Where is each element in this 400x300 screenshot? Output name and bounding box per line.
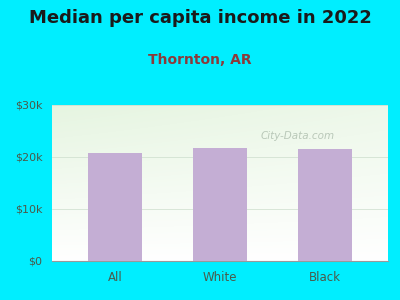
Text: City-Data.com: City-Data.com (260, 131, 334, 141)
Bar (298, 149, 352, 261)
Bar (88, 153, 142, 261)
Text: Thornton, AR: Thornton, AR (148, 52, 252, 67)
Bar (193, 148, 247, 261)
Text: Median per capita income in 2022: Median per capita income in 2022 (28, 9, 372, 27)
